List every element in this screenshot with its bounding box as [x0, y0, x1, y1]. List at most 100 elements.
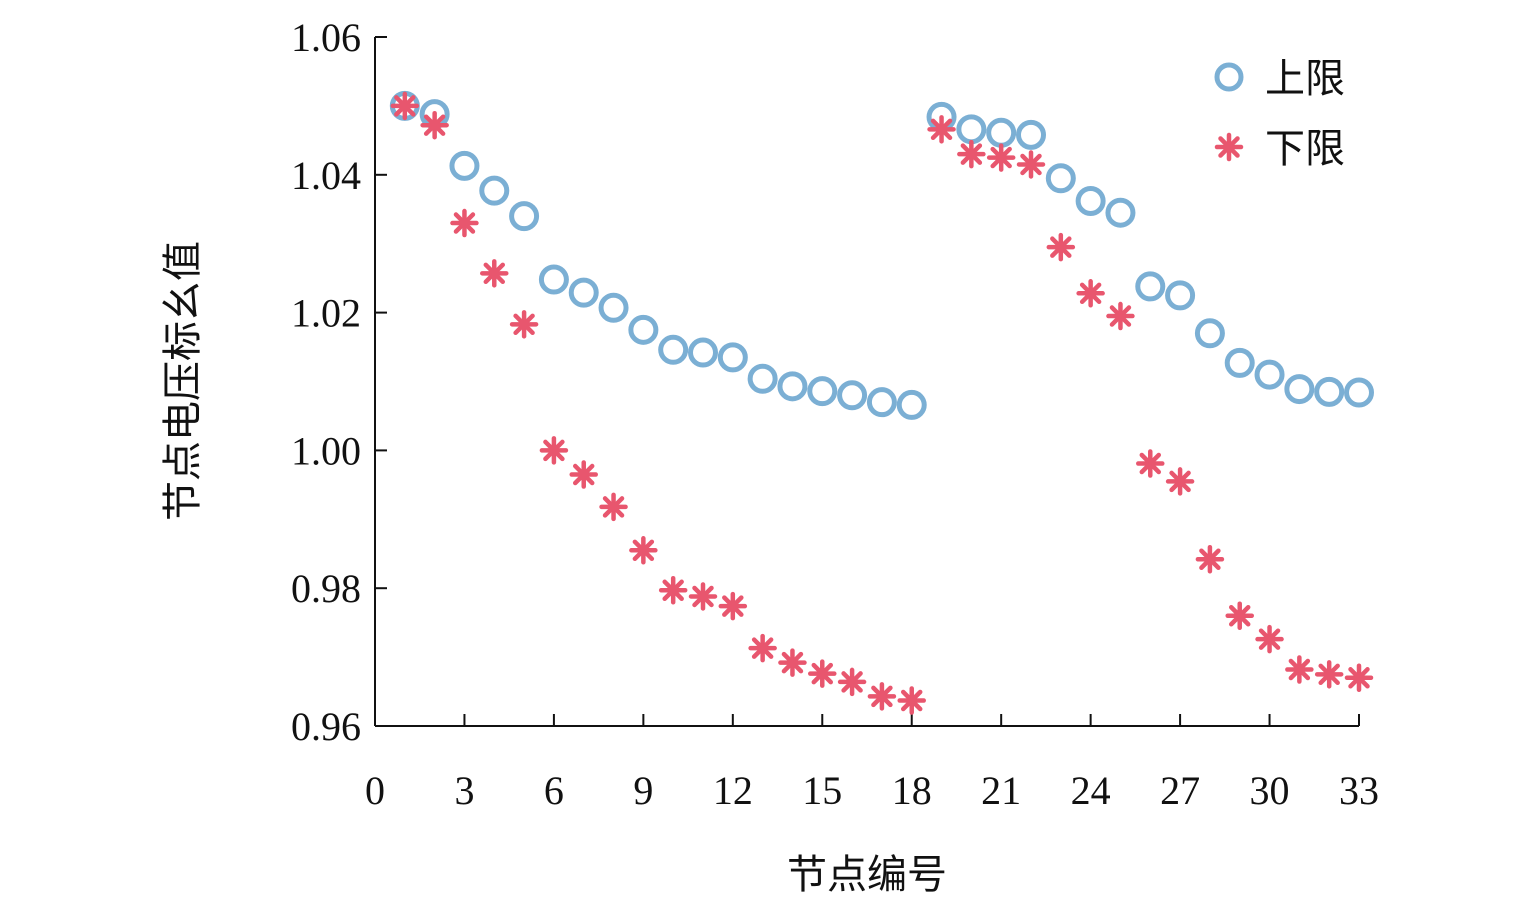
- lower-point-stroke: [692, 585, 714, 608]
- x-tick-label: 0: [365, 768, 385, 813]
- legend-item-upper: 上限: [1214, 56, 1345, 102]
- upper-point: [777, 371, 808, 402]
- lower-point: [658, 576, 688, 605]
- lower-point: [1136, 449, 1165, 478]
- y-tick-label: 1.02: [291, 291, 361, 336]
- upper-point: [717, 342, 748, 373]
- lower-point-stroke: [394, 95, 416, 117]
- upper-point: [1194, 318, 1225, 349]
- lower-point: [539, 436, 569, 465]
- y-axis-title: 节点电压标幺值: [160, 241, 206, 521]
- y-tick-label: 0.98: [291, 566, 361, 611]
- lower-point-stroke: [990, 146, 1012, 169]
- legend-asterisk: [1214, 132, 1244, 162]
- upper-point: [896, 389, 927, 420]
- lower-point-stroke: [751, 637, 774, 659]
- lower-point-stroke: [1348, 667, 1370, 689]
- y-tick-label: 1.04: [291, 153, 361, 198]
- lower-point: [569, 460, 598, 489]
- lower-point-stroke: [543, 439, 565, 462]
- x-tick-label: 6: [544, 768, 564, 813]
- lower-point-stroke: [513, 313, 535, 336]
- lower-point-stroke: [841, 671, 863, 693]
- lower-point: [957, 139, 986, 169]
- x-tick-label: 27: [1160, 768, 1200, 813]
- y-ticks: 0.96 0.98 1.00 1.02 1.04 1.06: [291, 15, 387, 749]
- upper-point: [1344, 377, 1374, 408]
- lower-point-stroke: [1020, 153, 1042, 176]
- lower-point-stroke: [811, 662, 834, 685]
- legend: 上限 下限: [1214, 56, 1345, 172]
- lower-point: [1344, 663, 1374, 693]
- lower-point-stroke: [1318, 663, 1340, 686]
- upper-point: [837, 380, 868, 411]
- upper-point: [1045, 163, 1076, 194]
- lower-point-stroke: [1169, 470, 1191, 493]
- upper-point: [538, 264, 569, 295]
- lower-point-stroke: [453, 212, 476, 234]
- lower-point-stroke: [722, 595, 744, 617]
- lower-point-stroke: [781, 651, 804, 674]
- upper-point: [628, 314, 659, 345]
- y-tick-label: 1.00: [291, 428, 361, 473]
- lower-point: [450, 208, 479, 238]
- upper-point: [1165, 280, 1196, 311]
- series-lower: [390, 91, 1374, 715]
- lower-point: [748, 633, 777, 663]
- lower-point: [1285, 655, 1314, 684]
- lower-point: [1255, 624, 1284, 654]
- lower-point: [480, 259, 509, 288]
- lower-point: [1314, 660, 1344, 689]
- upper-point: [1016, 119, 1046, 150]
- lower-point-stroke: [960, 143, 983, 165]
- x-tick-label: 18: [892, 768, 932, 813]
- lower-point: [390, 91, 420, 121]
- legend-asterisk-stroke: [1218, 136, 1240, 158]
- lower-point-stroke: [930, 118, 953, 141]
- upper-point: [568, 277, 599, 308]
- lower-point: [778, 648, 807, 677]
- lower-point: [1165, 467, 1195, 496]
- lower-point-stroke: [602, 496, 625, 518]
- lower-point: [1076, 279, 1105, 308]
- upper-point: [688, 337, 718, 368]
- lower-point: [688, 582, 718, 611]
- upper-point: [658, 334, 689, 365]
- lower-point-stroke: [1258, 628, 1281, 650]
- lower-point: [927, 115, 956, 144]
- lower-point: [1016, 150, 1046, 179]
- lower-point-stroke: [1288, 658, 1311, 681]
- lower-point: [599, 492, 628, 522]
- x-tick-label: 3: [454, 768, 474, 813]
- lower-point-stroke: [1079, 282, 1102, 305]
- upper-point: [1075, 185, 1106, 216]
- x-tick-label: 33: [1339, 768, 1379, 813]
- x-tick-label: 30: [1250, 768, 1290, 813]
- lower-point-stroke: [900, 689, 923, 712]
- lower-point-stroke: [662, 579, 684, 602]
- lower-point: [718, 591, 748, 621]
- lower-point: [837, 667, 867, 697]
- x-tick-label: 12: [713, 768, 753, 813]
- x-ticks: 0 3 6 9 12 15 18 21 24 27 30 33: [365, 714, 1379, 813]
- upper-point: [807, 376, 838, 407]
- lower-point: [1046, 232, 1076, 262]
- lower-point-stroke: [1199, 548, 1221, 570]
- upper-point: [1105, 197, 1136, 228]
- legend-item-lower: 下限: [1214, 126, 1345, 172]
- lower-point: [867, 682, 897, 711]
- upper-point: [986, 117, 1017, 148]
- x-tick-label: 24: [1071, 768, 1111, 813]
- y-tick-label: 1.06: [291, 15, 361, 60]
- upper-point: [1254, 359, 1285, 390]
- lower-point-stroke: [871, 685, 893, 708]
- upper-point: [598, 292, 629, 323]
- upper-point: [956, 114, 987, 145]
- x-tick-label: 9: [633, 768, 653, 813]
- lower-point: [1225, 601, 1254, 631]
- upper-point: [747, 363, 778, 394]
- axes-layer: [374, 37, 1359, 727]
- lower-point: [897, 686, 926, 715]
